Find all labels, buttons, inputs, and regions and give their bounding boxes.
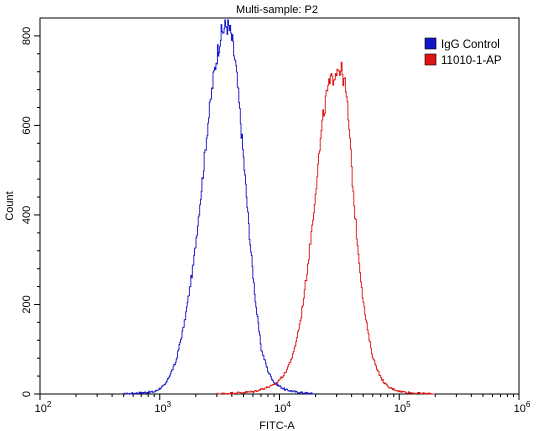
legend-swatch-11010-1-ap xyxy=(424,53,437,66)
series-igg-control xyxy=(123,19,316,395)
series-line xyxy=(216,61,436,395)
x-tick-label-exponent: 5 xyxy=(406,400,411,409)
x-tick-label-exponent: 4 xyxy=(286,400,291,409)
x-tick-label: 105 xyxy=(394,400,411,415)
series-layer xyxy=(123,19,436,395)
legend-label-11010-1-ap: 11010-1-AP xyxy=(441,55,502,67)
series-11010-1-ap xyxy=(216,61,436,395)
y-tick-label: 200 xyxy=(21,295,33,313)
x-tick-label: 106 xyxy=(514,400,531,415)
x-tick-label-exponent: 3 xyxy=(167,400,172,409)
x-axis-title: FITC-A xyxy=(259,420,295,431)
x-axis-ticks: 102 103 104 105 106 xyxy=(35,394,531,415)
x-tick-label-base: 10 xyxy=(35,403,47,415)
y-tick-label: 800 xyxy=(21,27,33,45)
plot-frame xyxy=(39,17,520,395)
series-line xyxy=(123,19,316,395)
y-tick-label: 600 xyxy=(21,116,33,134)
y-tick-label: 400 xyxy=(21,206,33,224)
x-tick-label: 102 xyxy=(35,400,52,415)
x-tick-label-exponent: 6 xyxy=(526,400,531,409)
x-tick-label-base: 10 xyxy=(274,403,286,415)
legend-swatch-igg-control xyxy=(424,37,437,50)
minor-tick-marks xyxy=(37,53,515,397)
legend: IgG Control 11010-1-AP xyxy=(424,37,502,67)
y-axis-title: Count xyxy=(4,191,16,220)
plot-area-border xyxy=(39,17,520,395)
x-tick-label-base: 10 xyxy=(514,403,526,415)
y-tick-label: 0 xyxy=(21,391,33,397)
x-tick-label-base: 10 xyxy=(394,403,406,415)
chart-title: Multi-sample: P2 xyxy=(236,4,318,16)
x-tick-label: 104 xyxy=(274,400,291,415)
y-axis-ticks: 0 200 400 600 800 xyxy=(21,27,40,397)
x-tick-label: 103 xyxy=(154,400,171,415)
legend-label-igg-control: IgG Control xyxy=(441,39,500,51)
x-tick-label-exponent: 2 xyxy=(47,400,52,409)
x-tick-label-base: 10 xyxy=(154,403,166,415)
